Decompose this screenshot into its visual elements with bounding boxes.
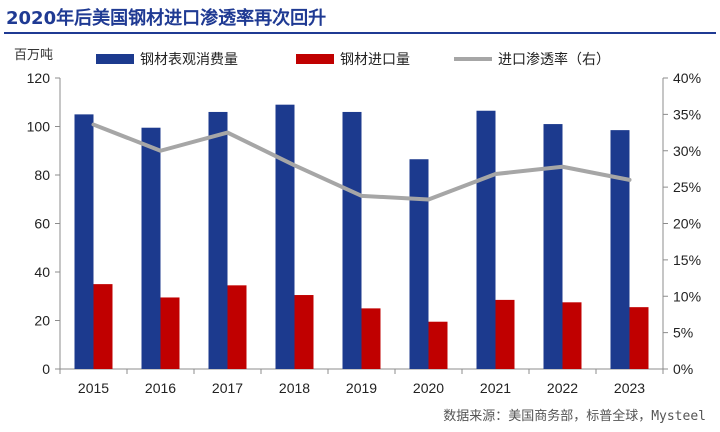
legend-swatch-consumption [96,54,134,64]
legend-label-imports: 钢材进口量 [340,52,410,68]
y-right-tick-label: 40% [673,70,701,86]
bar-imports [428,321,448,369]
y-left-tick-label: 0 [42,361,50,377]
y-left-tick-label: 60 [34,216,50,232]
legend-label-consumption: 钢材表观消费量 [140,52,238,68]
x-tick-label: 2019 [346,380,377,396]
y-left-tick-label: 80 [34,167,50,183]
bar-imports [495,299,515,369]
legend-item-penetration: 进口渗透率（右） [454,48,610,70]
bar-imports [93,284,113,369]
y-left-tick-label: 100 [27,119,51,135]
x-tick-label: 2021 [480,380,511,396]
x-tick-label: 2022 [547,380,578,396]
legend-label-penetration: 进口渗透率（右） [498,52,610,68]
bar-imports [160,297,180,369]
bar-imports [294,295,314,369]
bar-consumption [275,104,295,370]
x-tick-label: 2018 [279,380,310,396]
bar-consumption [409,159,429,369]
bar-consumption [141,127,161,370]
y-right-tick-label: 0% [673,361,693,377]
y-right-tick-label: 5% [673,325,693,341]
x-tick-label: 2023 [614,380,645,396]
title-bar: 2020年后美国钢材进口渗透率再次回升 [0,0,720,34]
title-underline [4,32,716,34]
y-right-tick-label: 15% [673,252,701,268]
legend-swatch-imports [296,54,334,64]
legend-swatch-penetration [454,57,492,61]
y-right-tick-label: 20% [673,216,701,232]
legend-item-imports: 钢材进口量 [296,48,410,70]
bar-imports [629,307,649,369]
x-tick-label: 2015 [78,380,109,396]
chart-title: 2020年后美国钢材进口渗透率再次回升 [6,8,327,29]
y-left-tick-label: 40 [34,264,50,280]
bar-imports [227,285,247,369]
bar-consumption [610,130,630,369]
bar-imports [562,302,582,369]
y-left-tick-label: 20 [34,313,50,329]
x-tick-label: 2017 [212,380,243,396]
y-right-tick-label: 30% [673,143,701,159]
bar-consumption [74,114,94,369]
bar-consumption [543,124,563,369]
left-axis-unit: 百万吨 [14,48,54,63]
bar-consumption [342,111,362,369]
bar-imports [361,308,381,369]
legend-item-consumption: 钢材表观消费量 [96,48,238,70]
x-tick-label: 2016 [145,380,176,396]
legend: 钢材表观消费量 钢材进口量 进口渗透率（右） [0,48,720,72]
bar-consumption [476,110,496,370]
y-right-tick-label: 10% [673,288,701,304]
y-left-tick-label: 120 [27,70,51,86]
y-right-tick-label: 25% [673,179,701,195]
bar-consumption [208,111,228,369]
source-note: 数据来源：美国商务部，标普全球，Mysteel [443,409,706,424]
y-right-tick-label: 35% [673,106,701,122]
x-tick-label: 2020 [413,380,444,396]
